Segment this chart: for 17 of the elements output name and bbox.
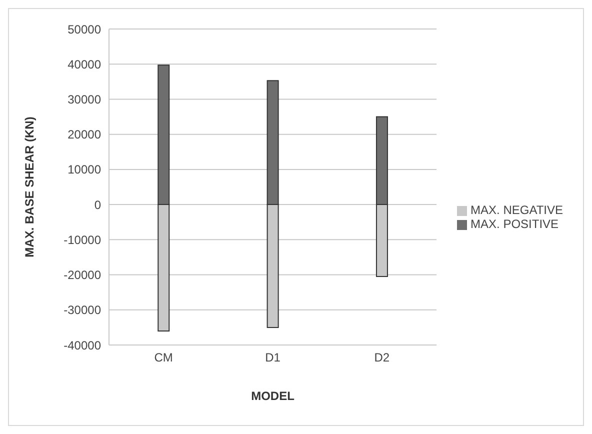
legend-label: MAX. POSITIVE xyxy=(470,217,559,231)
legend-label: MAX. NEGATIVE xyxy=(470,203,563,217)
y-tick-label: -10000 xyxy=(64,232,102,247)
y-tick-label: -30000 xyxy=(64,303,102,318)
y-tick-label: 40000 xyxy=(68,57,102,72)
y-tick-label: 10000 xyxy=(68,162,102,177)
y-tick-label: 50000 xyxy=(68,22,102,36)
x-tick-label: D1 xyxy=(265,350,281,365)
x-axis-title: MODEL xyxy=(251,389,294,403)
y-axis-title: MAX. BASE SHEAR (KN) xyxy=(22,116,36,258)
y-tick-label: -20000 xyxy=(64,268,102,282)
y-tick-label: -40000 xyxy=(64,338,102,352)
x-tick-label: D2 xyxy=(374,350,390,365)
y-tick-label: 30000 xyxy=(68,92,102,106)
y-tick-label: 20000 xyxy=(68,128,102,142)
y-tick-label: 0 xyxy=(94,198,102,212)
x-tick-label: CM xyxy=(154,350,173,365)
